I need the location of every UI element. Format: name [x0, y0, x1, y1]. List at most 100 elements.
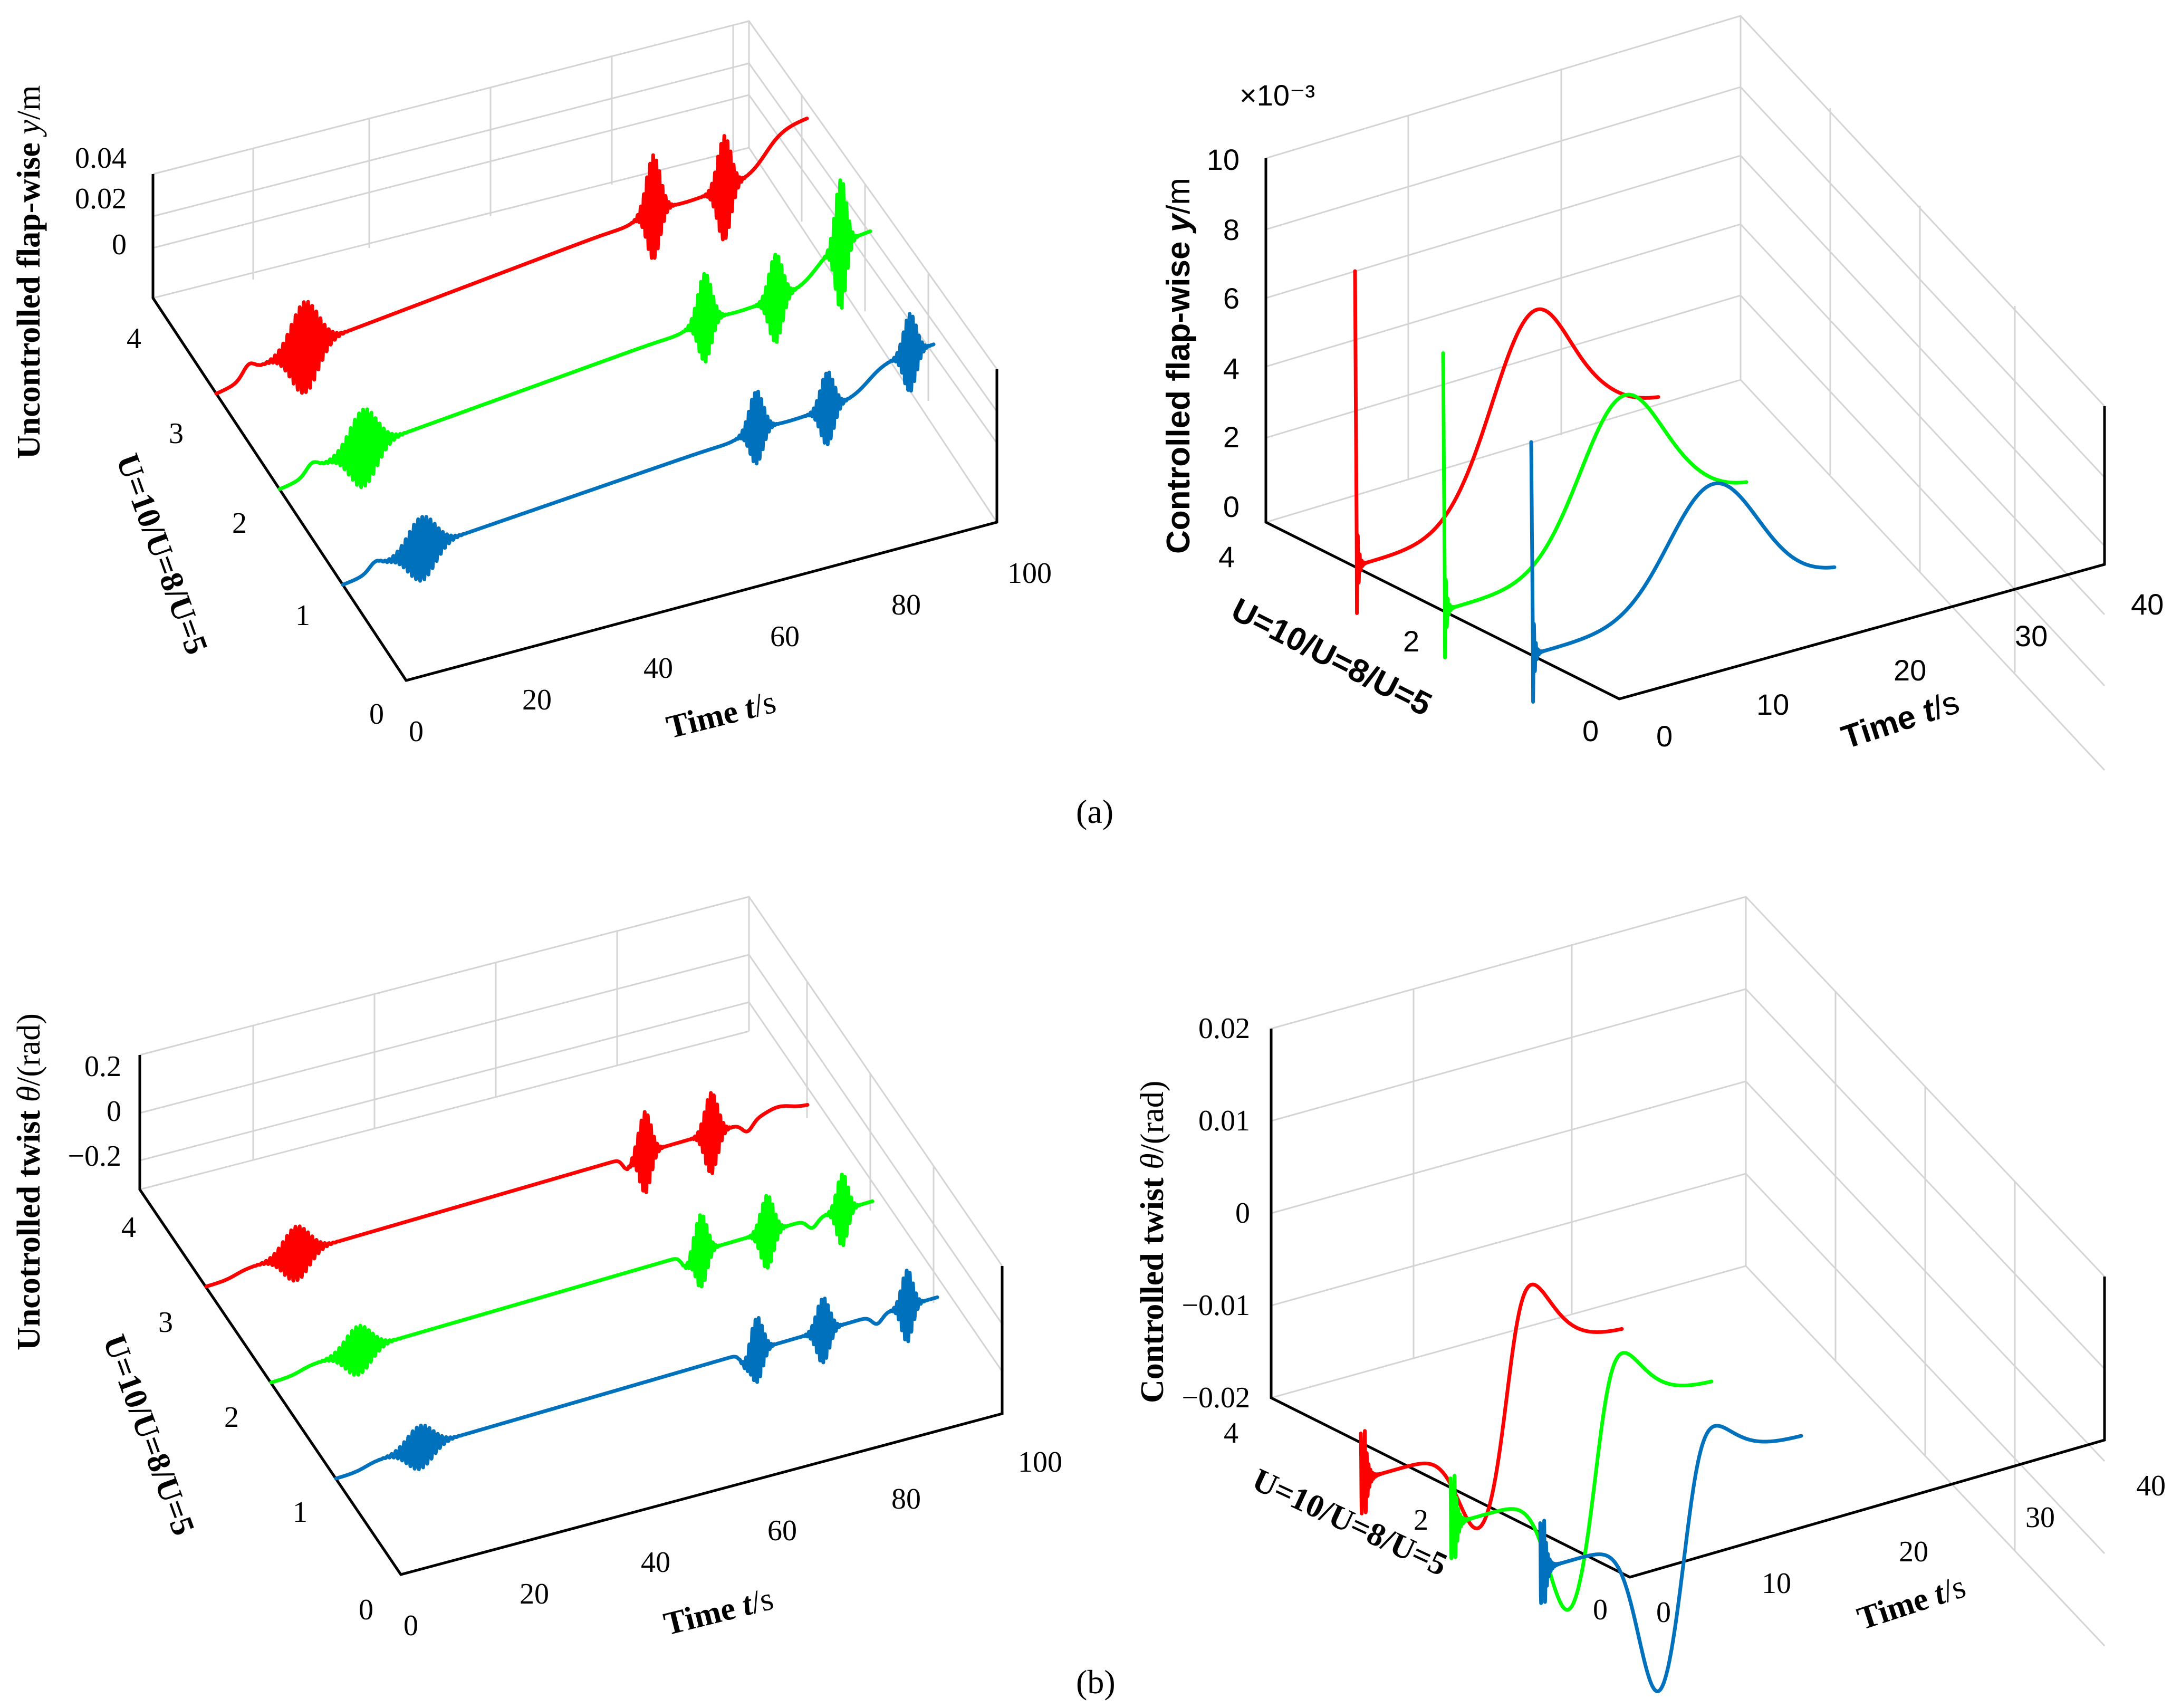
y-tick-label: 2 [224, 1401, 239, 1434]
y-tick-label: 2 [232, 507, 247, 540]
x-tick-label: 0 [1656, 1596, 1671, 1629]
z-tick-label: −0.01 [1181, 1289, 1250, 1322]
chart-b-right: −0.02 −0.01 0 0.01 0.02 0 2 4 0 10 20 30… [1135, 896, 2166, 1693]
y-tick-labels: 0 2 4 [1224, 1417, 1608, 1626]
caption-b: (b) [1076, 1663, 1116, 1701]
x-tick-label: 0 [409, 715, 424, 748]
series-group [1359, 1282, 1803, 1693]
y-axis [1265, 521, 1620, 701]
x-tick-label: 40 [643, 652, 673, 685]
z-axis-label: Controlled twist θ/(rad) [1135, 1081, 1170, 1403]
y-tick-label: 3 [169, 417, 184, 450]
x-tick-label: 20 [520, 1578, 549, 1610]
x-tick-labels: 0 10 20 30 40 [1656, 588, 2164, 753]
series-group [1353, 269, 1837, 704]
x-tick-label: 60 [767, 1514, 797, 1547]
x-tick-labels: 0 20 40 60 80 100 [403, 1446, 1062, 1642]
x-axis [1619, 563, 2105, 701]
series-line-U=5 [1529, 440, 1837, 704]
y-tick-label: 2 [1414, 1504, 1428, 1537]
series-group [214, 117, 936, 587]
y-tick-label: 0 [1593, 1594, 1608, 1626]
z-tick-label: 0 [1235, 1197, 1250, 1230]
x-axis [1629, 1438, 2105, 1579]
z-tick-label: 0.01 [1198, 1105, 1250, 1137]
z-tick-labels: −0.2 0 0.2 [68, 1050, 121, 1173]
series-line-U=10 [214, 117, 809, 396]
z-tick-labels: 0 0.02 0.04 [75, 142, 127, 261]
y-tick-label: 4 [127, 322, 141, 355]
z-tick-label: 2 [1223, 420, 1240, 454]
x-tick-label: 80 [891, 589, 921, 621]
z-tick-label: 0.02 [1198, 1012, 1250, 1045]
y-tick-label: 0 [359, 1594, 373, 1626]
y-tick-labels: 0 1 2 3 4 [121, 1211, 373, 1626]
z-axis-label: Uncontrolled flap-wise y/m [11, 85, 47, 459]
x-tick-label: 40 [641, 1546, 670, 1579]
x-tick-label: 20 [522, 684, 552, 716]
y-tick-label: 3 [158, 1306, 173, 1339]
y-tick-labels: 0 1 2 3 4 [127, 322, 384, 731]
z-tick-label: 0.04 [75, 142, 127, 175]
series-line-U=8 [1441, 351, 1748, 659]
y-tick-label: 1 [295, 599, 310, 632]
series-line-U=8 [1448, 1351, 1714, 1612]
x-tick-label: 80 [891, 1483, 921, 1515]
x-tick-label: 40 [2136, 1470, 2166, 1502]
x-tick-label: 100 [1018, 1446, 1062, 1479]
caption-a: (a) [1076, 793, 1113, 830]
x-tick-label: 20 [1894, 654, 1926, 687]
x-tick-label: 10 [1756, 688, 1789, 721]
series-line-U=5 [1538, 1424, 1803, 1693]
z-axis-label: Controlled flap-wise y/m [1160, 178, 1197, 554]
y-tick-label: 4 [1224, 1417, 1238, 1450]
z-tick-label: −0.02 [1181, 1381, 1250, 1414]
y-tick-labels: 0 2 4 [1218, 540, 1599, 747]
y-tick-label: 4 [121, 1211, 136, 1244]
x-tick-label: 40 [2131, 588, 2164, 621]
x-tick-label: 0 [403, 1609, 418, 1642]
series-line-U=5 [334, 1269, 939, 1481]
z-tick-label: 0 [1223, 490, 1240, 523]
z-tick-label: 0.02 [75, 183, 127, 215]
z-tick-label: 10 [1207, 143, 1240, 176]
z-exponent: ×10⁻³ [1240, 79, 1315, 112]
series-line-U=5 [341, 312, 936, 587]
x-tick-label: 30 [2025, 1501, 2055, 1534]
grid [139, 896, 1003, 1372]
y-tick-label: 1 [293, 1496, 308, 1529]
series-line-U=10 [204, 1091, 810, 1289]
series-line-U=10 [1359, 1282, 1624, 1530]
z-tick-label: 8 [1223, 213, 1240, 246]
x-axis [400, 1412, 1003, 1576]
grid [1271, 896, 2106, 1647]
x-tick-labels: 0 20 40 60 80 100 [409, 557, 1052, 748]
z-tick-labels: 0 2 4 6 8 10 [1207, 143, 1240, 523]
z-tick-label: 0 [107, 1095, 121, 1128]
x-tick-labels: 0 10 20 30 40 [1656, 1470, 2166, 1629]
z-tick-label: 4 [1223, 352, 1240, 385]
z-tick-label: −0.2 [68, 1140, 121, 1173]
x-tick-label: 0 [1656, 719, 1673, 753]
y-tick-label: 4 [1218, 540, 1235, 573]
z-axis-label: Uncotrolled twist θ/(rad) [11, 1013, 47, 1350]
y-tick-label: 0 [369, 698, 384, 731]
z-tick-label: 6 [1223, 282, 1240, 315]
grid [152, 20, 998, 523]
x-tick-label: 10 [1762, 1567, 1791, 1600]
series-line-U=8 [269, 1173, 875, 1385]
x-axis [406, 521, 997, 682]
y-tick-label: 2 [1403, 625, 1419, 658]
series-line-U=8 [277, 178, 872, 491]
z-tick-label: 0.2 [84, 1050, 121, 1083]
z-tick-label: 0 [112, 228, 127, 261]
x-tick-label: 60 [770, 620, 800, 653]
x-tick-label: 100 [1007, 557, 1052, 590]
grid [1265, 15, 2106, 771]
x-tick-label: 30 [2015, 619, 2048, 653]
series-line-U=10 [1353, 269, 1660, 615]
z-tick-labels: −0.02 −0.01 0 0.01 0.02 [1181, 1012, 1250, 1414]
y-tick-label: 0 [1582, 714, 1599, 747]
